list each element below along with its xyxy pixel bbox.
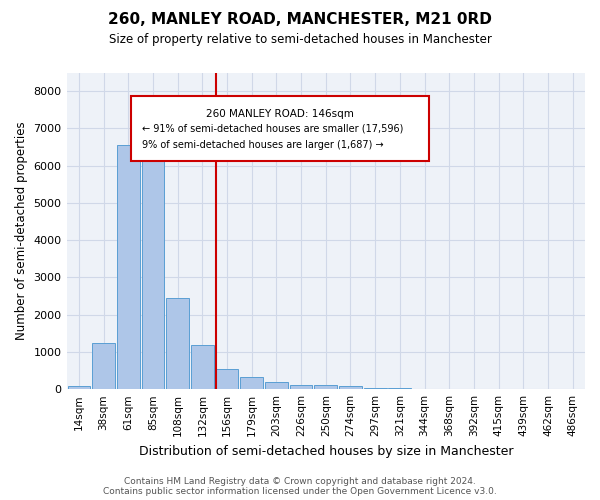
Bar xyxy=(413,388,436,389)
Bar xyxy=(92,344,115,389)
Bar xyxy=(191,345,214,389)
Bar xyxy=(364,388,386,389)
FancyBboxPatch shape xyxy=(131,96,430,161)
Text: ← 91% of semi-detached houses are smaller (17,596): ← 91% of semi-detached houses are smalle… xyxy=(142,124,403,134)
Bar xyxy=(117,145,140,389)
Bar xyxy=(142,144,164,389)
Text: Contains HM Land Registry data © Crown copyright and database right 2024.: Contains HM Land Registry data © Crown c… xyxy=(124,477,476,486)
Text: 9% of semi-detached houses are larger (1,687) →: 9% of semi-detached houses are larger (1… xyxy=(142,140,383,150)
Text: Size of property relative to semi-detached houses in Manchester: Size of property relative to semi-detach… xyxy=(109,32,491,46)
Bar xyxy=(166,298,189,389)
X-axis label: Distribution of semi-detached houses by size in Manchester: Distribution of semi-detached houses by … xyxy=(139,444,513,458)
Text: Contains public sector information licensed under the Open Government Licence v3: Contains public sector information licen… xyxy=(103,487,497,496)
Bar xyxy=(314,386,337,389)
Bar xyxy=(241,376,263,389)
Text: 260, MANLEY ROAD, MANCHESTER, M21 0RD: 260, MANLEY ROAD, MANCHESTER, M21 0RD xyxy=(108,12,492,28)
Bar xyxy=(339,386,362,389)
Y-axis label: Number of semi-detached properties: Number of semi-detached properties xyxy=(15,122,28,340)
Bar xyxy=(215,368,238,389)
Bar xyxy=(290,384,313,389)
Bar xyxy=(388,388,411,389)
Text: 260 MANLEY ROAD: 146sqm: 260 MANLEY ROAD: 146sqm xyxy=(206,109,355,119)
Bar xyxy=(265,382,288,389)
Bar xyxy=(68,386,90,389)
